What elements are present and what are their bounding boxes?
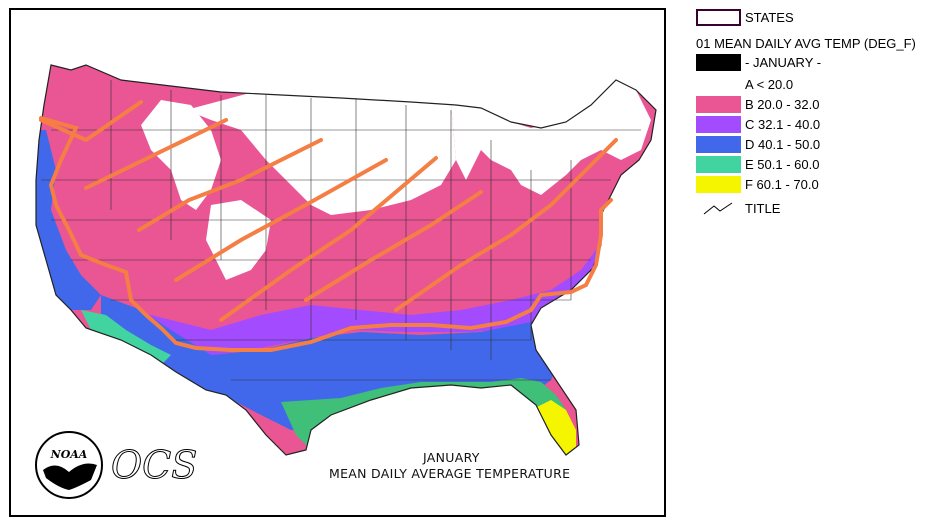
- legend-class-a-label: A < 20.0: [745, 76, 794, 92]
- annotation-outline: [39, 116, 613, 352]
- state-borders: [41, 80, 641, 381]
- legend-month-label: - JANUARY -: [745, 54, 822, 70]
- legend-class-d-label: D 40.1 - 50.0: [745, 136, 821, 152]
- zone-a-north: [186, 90, 456, 215]
- title-line-icon: [703, 202, 733, 214]
- legend-title: 01 MEAN DAILY AVG TEMP (DEG_F): [696, 35, 916, 51]
- swatch-f: [696, 175, 741, 193]
- zone-f-florida: [531, 400, 576, 455]
- annotation-stroke-4: [174, 158, 388, 282]
- zone-e-gulf: [281, 378, 566, 450]
- map-title-description: MEAN DAILY AVERAGE TEMPERATURE: [329, 466, 571, 481]
- legend-title-line-label: TITLE: [745, 200, 781, 216]
- annotation-stroke-3: [137, 138, 323, 232]
- ocs-logo-text: OCS: [111, 443, 197, 487]
- swatch-b: [696, 95, 741, 113]
- annotation-stroke-6: [304, 190, 483, 302]
- legend-class-b-label: B 20.0 - 32.0: [745, 96, 820, 112]
- zone-e-southwest: [81, 310, 171, 365]
- swatch-e: [696, 155, 741, 173]
- legend-class-c-label: C 32.1 - 40.0: [745, 116, 821, 132]
- map-canvas: NOAA OCS: [35, 64, 657, 499]
- month-swatch: [696, 53, 741, 71]
- swatch-c: [696, 115, 741, 133]
- zone-a-lakes: [451, 80, 651, 195]
- noaa-logo: NOAA: [35, 431, 103, 499]
- temperature-zones: [36, 65, 656, 455]
- annotation-stroke-1: [39, 100, 143, 143]
- states-swatch: [696, 8, 741, 26]
- orange-annotations: [39, 100, 618, 352]
- annotation-stroke-5: [219, 156, 438, 322]
- annotation-stroke-7: [394, 138, 618, 312]
- legend-class-f-label: F 60.1 - 70.0: [745, 176, 819, 192]
- swatch-d: [696, 135, 741, 153]
- annotation-stroke-2: [84, 118, 228, 190]
- temperature-map: NOAA OCS JANUARY MEAN DAILY AVERAGE TEMP…: [9, 8, 666, 517]
- noaa-text: NOAA: [50, 448, 88, 461]
- legend-title-row: 01 MEAN DAILY AVG TEMP (DEG_F): [696, 34, 916, 52]
- zone-a-rockies: [141, 100, 221, 210]
- legend-class-e-label: E 50.1 - 60.0: [745, 156, 820, 172]
- legend-states-label: STATES: [745, 9, 794, 25]
- map-title-month: JANUARY: [423, 450, 480, 465]
